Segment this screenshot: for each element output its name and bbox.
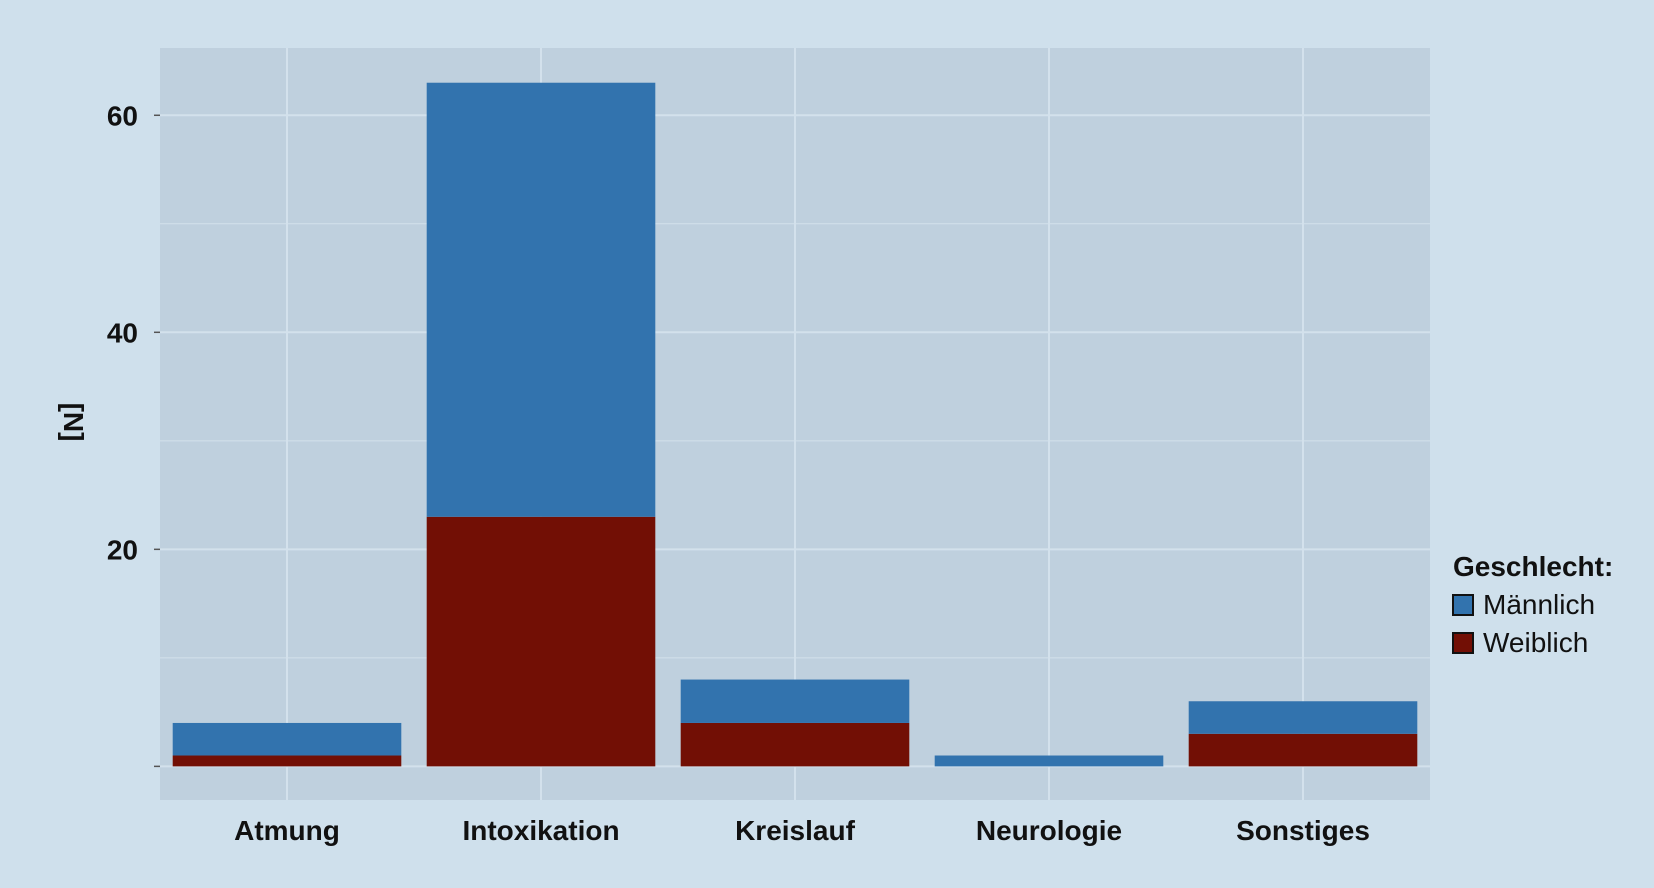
x-tick-label: Intoxikation	[462, 815, 619, 846]
x-tick-label: Kreislauf	[735, 815, 855, 846]
legend-swatch	[1452, 632, 1474, 654]
legend-swatch	[1452, 594, 1474, 616]
legend: Geschlecht: Männlich Weiblich	[1452, 551, 1613, 658]
y-tick-label: 40	[107, 317, 138, 348]
y-tick-label: 60	[107, 100, 138, 131]
legend-label: Weiblich	[1483, 627, 1588, 658]
legend-title: Geschlecht:	[1453, 551, 1613, 582]
bar-segment	[426, 516, 656, 767]
bar-segment	[426, 82, 656, 517]
bar-segment	[1188, 701, 1418, 734]
x-tick-label: Neurologie	[976, 815, 1122, 846]
y-axis-title: [N]	[58, 403, 89, 442]
bars	[172, 82, 1418, 767]
bar-segment	[680, 722, 910, 767]
x-axis: Atmung Intoxikation Kreislauf Neurologie Son…	[234, 815, 1370, 846]
bar-segment	[1188, 733, 1418, 767]
y-axis: 20 40 60	[107, 100, 160, 768]
x-tick-label: Sonstiges	[1236, 815, 1370, 846]
bar-segment	[172, 755, 402, 767]
x-tick-label: Atmung	[234, 815, 340, 846]
bar-segment	[680, 679, 910, 723]
bar-segment	[172, 722, 402, 756]
y-tick-label: 20	[107, 534, 138, 565]
legend-label: Männlich	[1483, 589, 1595, 620]
bar-segment	[934, 755, 1164, 767]
